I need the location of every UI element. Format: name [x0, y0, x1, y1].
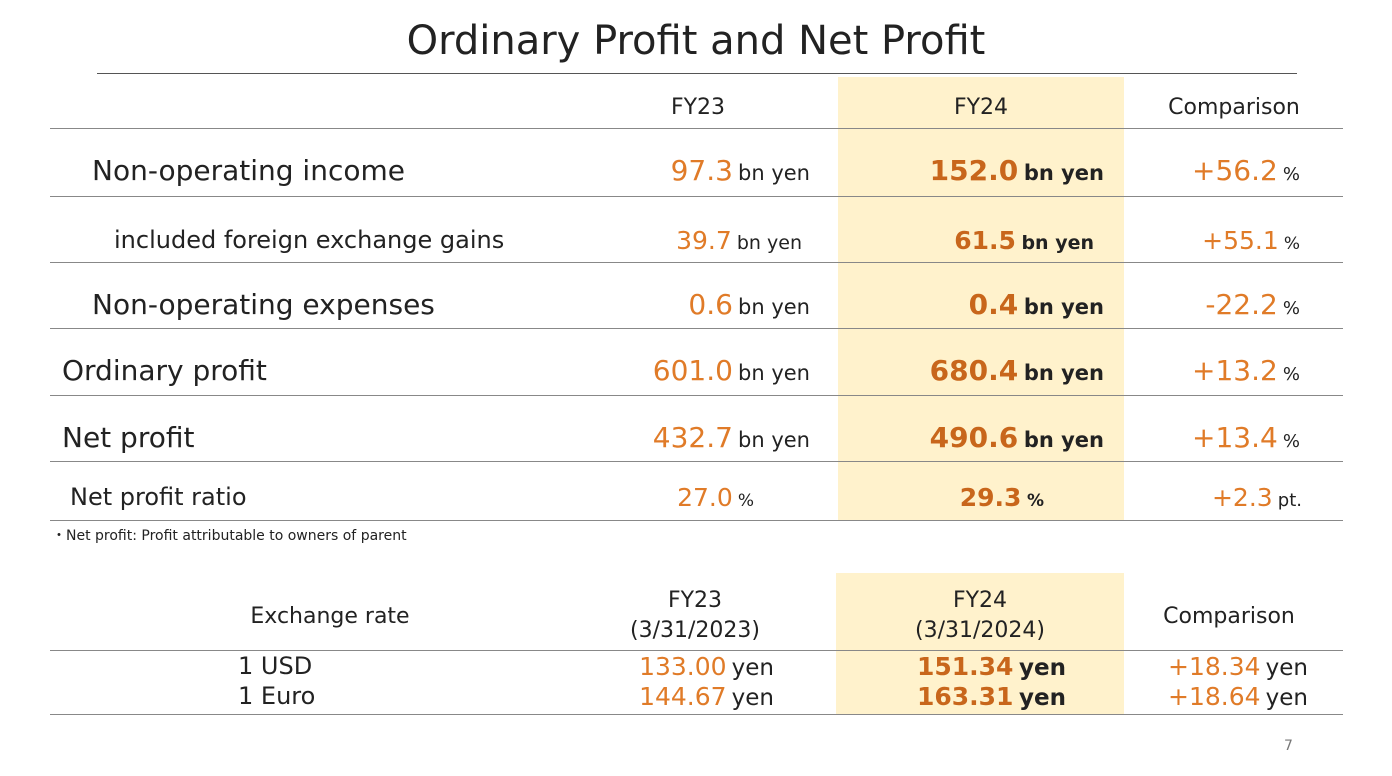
fx-fy24-value: 151.34 yen — [916, 652, 1066, 681]
page-title: Ordinary Profit and Net Profit — [406, 18, 986, 64]
fy23-value: 97.3 bn yen — [670, 154, 810, 187]
table-rule — [50, 262, 1343, 263]
title-divider — [97, 73, 1297, 74]
header-comparison: Comparison — [1168, 95, 1300, 120]
row-label-non-operating-income: Non-operating income — [92, 154, 405, 187]
row-label-fx-gains: included foreign exchange gains — [114, 226, 505, 254]
fx-header-fy24-date: (3/31/2024) — [915, 618, 1045, 643]
header-fy23: FY23 — [670, 95, 726, 120]
fx-fy23-value: 133.00 yen — [639, 652, 774, 681]
fy24-value: 152.0 bn yen — [929, 154, 1104, 187]
row-label-net-profit: Net profit — [62, 421, 195, 454]
fx-header-label: Exchange rate — [250, 604, 410, 629]
row-label-non-operating-expenses: Non-operating expenses — [92, 288, 435, 321]
comparison-value: +2.3 pt. — [1211, 483, 1302, 512]
table-rule — [50, 395, 1343, 396]
fx-fy23-value: 144.67 yen — [639, 682, 774, 711]
fx-comparison-value: +18.64 yen — [1168, 682, 1308, 711]
fy24-value: 29.3 % — [959, 483, 1044, 512]
fy24-value: 490.6 bn yen — [929, 421, 1104, 454]
table-rule — [50, 196, 1343, 197]
comparison-value: -22.2 % — [1205, 288, 1300, 321]
row-label-ordinary-profit: Ordinary profit — [62, 354, 267, 387]
fx-table-rule — [50, 714, 1343, 715]
table-rule — [50, 461, 1343, 462]
fy23-value: 432.7 bn yen — [652, 421, 810, 454]
fx-table-rule — [50, 650, 1343, 651]
fx-header-fy24-title: FY24 — [952, 588, 1008, 613]
fy24-value: 680.4 bn yen — [929, 354, 1104, 387]
fx-comparison-value: +18.34 yen — [1168, 652, 1308, 681]
table-rule — [50, 128, 1343, 129]
comparison-value: +55.1 % — [1202, 226, 1300, 255]
header-fy24: FY24 — [953, 95, 1009, 120]
fx-row-label-euro: 1 Euro — [238, 682, 316, 710]
fy23-value: 601.0 bn yen — [652, 354, 810, 387]
fx-header-fy24: FY24 (3/31/2024) — [836, 586, 1124, 646]
table-rule — [50, 520, 1343, 521]
fx-header-fy23-title: FY23 — [667, 588, 723, 613]
table-rule — [50, 328, 1343, 329]
fx-header-comparison: Comparison — [1163, 604, 1295, 629]
fy23-value: 0.6 bn yen — [688, 288, 810, 321]
fy24-value: 61.5 bn yen — [954, 226, 1094, 255]
fy24-highlight-column — [838, 77, 1124, 520]
fy24-value: 0.4 bn yen — [968, 288, 1104, 321]
comparison-value: +13.4 % — [1191, 421, 1300, 454]
fy23-value: 39.7 bn yen — [676, 226, 802, 255]
fx-header-fy23: FY23 (3/31/2023) — [545, 586, 845, 646]
page-number: 7 — [1284, 738, 1293, 754]
fx-header-fy23-date: (3/31/2023) — [630, 618, 760, 643]
row-label-net-profit-ratio: Net profit ratio — [70, 483, 247, 511]
footnote: ・Net profit: Profit attributable to owne… — [52, 528, 407, 544]
fx-fy24-value: 163.31 yen — [916, 682, 1066, 711]
fx-fy24-highlight-column — [836, 573, 1124, 715]
fy23-value: 27.0 % — [677, 483, 754, 512]
comparison-value: +56.2 % — [1191, 154, 1300, 187]
fx-row-label-usd: 1 USD — [238, 652, 313, 680]
comparison-value: +13.2 % — [1191, 354, 1300, 387]
